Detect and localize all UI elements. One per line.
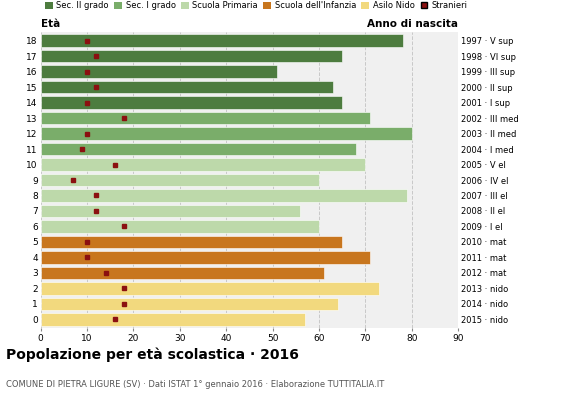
Bar — [41, 50, 342, 62]
Bar — [41, 205, 300, 217]
Bar — [41, 81, 333, 93]
Text: Età: Età — [41, 19, 60, 29]
Bar — [41, 65, 277, 78]
Bar — [41, 298, 338, 310]
Text: Anno di nascita: Anno di nascita — [367, 19, 458, 29]
Bar — [41, 96, 342, 109]
Bar — [41, 189, 407, 202]
Bar — [41, 236, 342, 248]
Bar — [41, 251, 370, 264]
Text: COMUNE DI PIETRA LIGURE (SV) · Dati ISTAT 1° gennaio 2016 · Elaborazione TUTTITA: COMUNE DI PIETRA LIGURE (SV) · Dati ISTA… — [6, 380, 384, 389]
Bar — [41, 143, 356, 155]
Bar — [41, 112, 370, 124]
Bar — [41, 174, 319, 186]
Text: Popolazione per età scolastica · 2016: Popolazione per età scolastica · 2016 — [6, 348, 299, 362]
Bar — [41, 313, 305, 326]
Bar — [41, 267, 324, 279]
Bar — [41, 34, 403, 47]
Bar — [41, 127, 412, 140]
Legend: Sec. II grado, Sec. I grado, Scuola Primaria, Scuola dell'Infanzia, Asilo Nido, : Sec. II grado, Sec. I grado, Scuola Prim… — [45, 1, 467, 10]
Bar — [41, 158, 365, 171]
Bar — [41, 220, 319, 233]
Bar — [41, 282, 379, 295]
